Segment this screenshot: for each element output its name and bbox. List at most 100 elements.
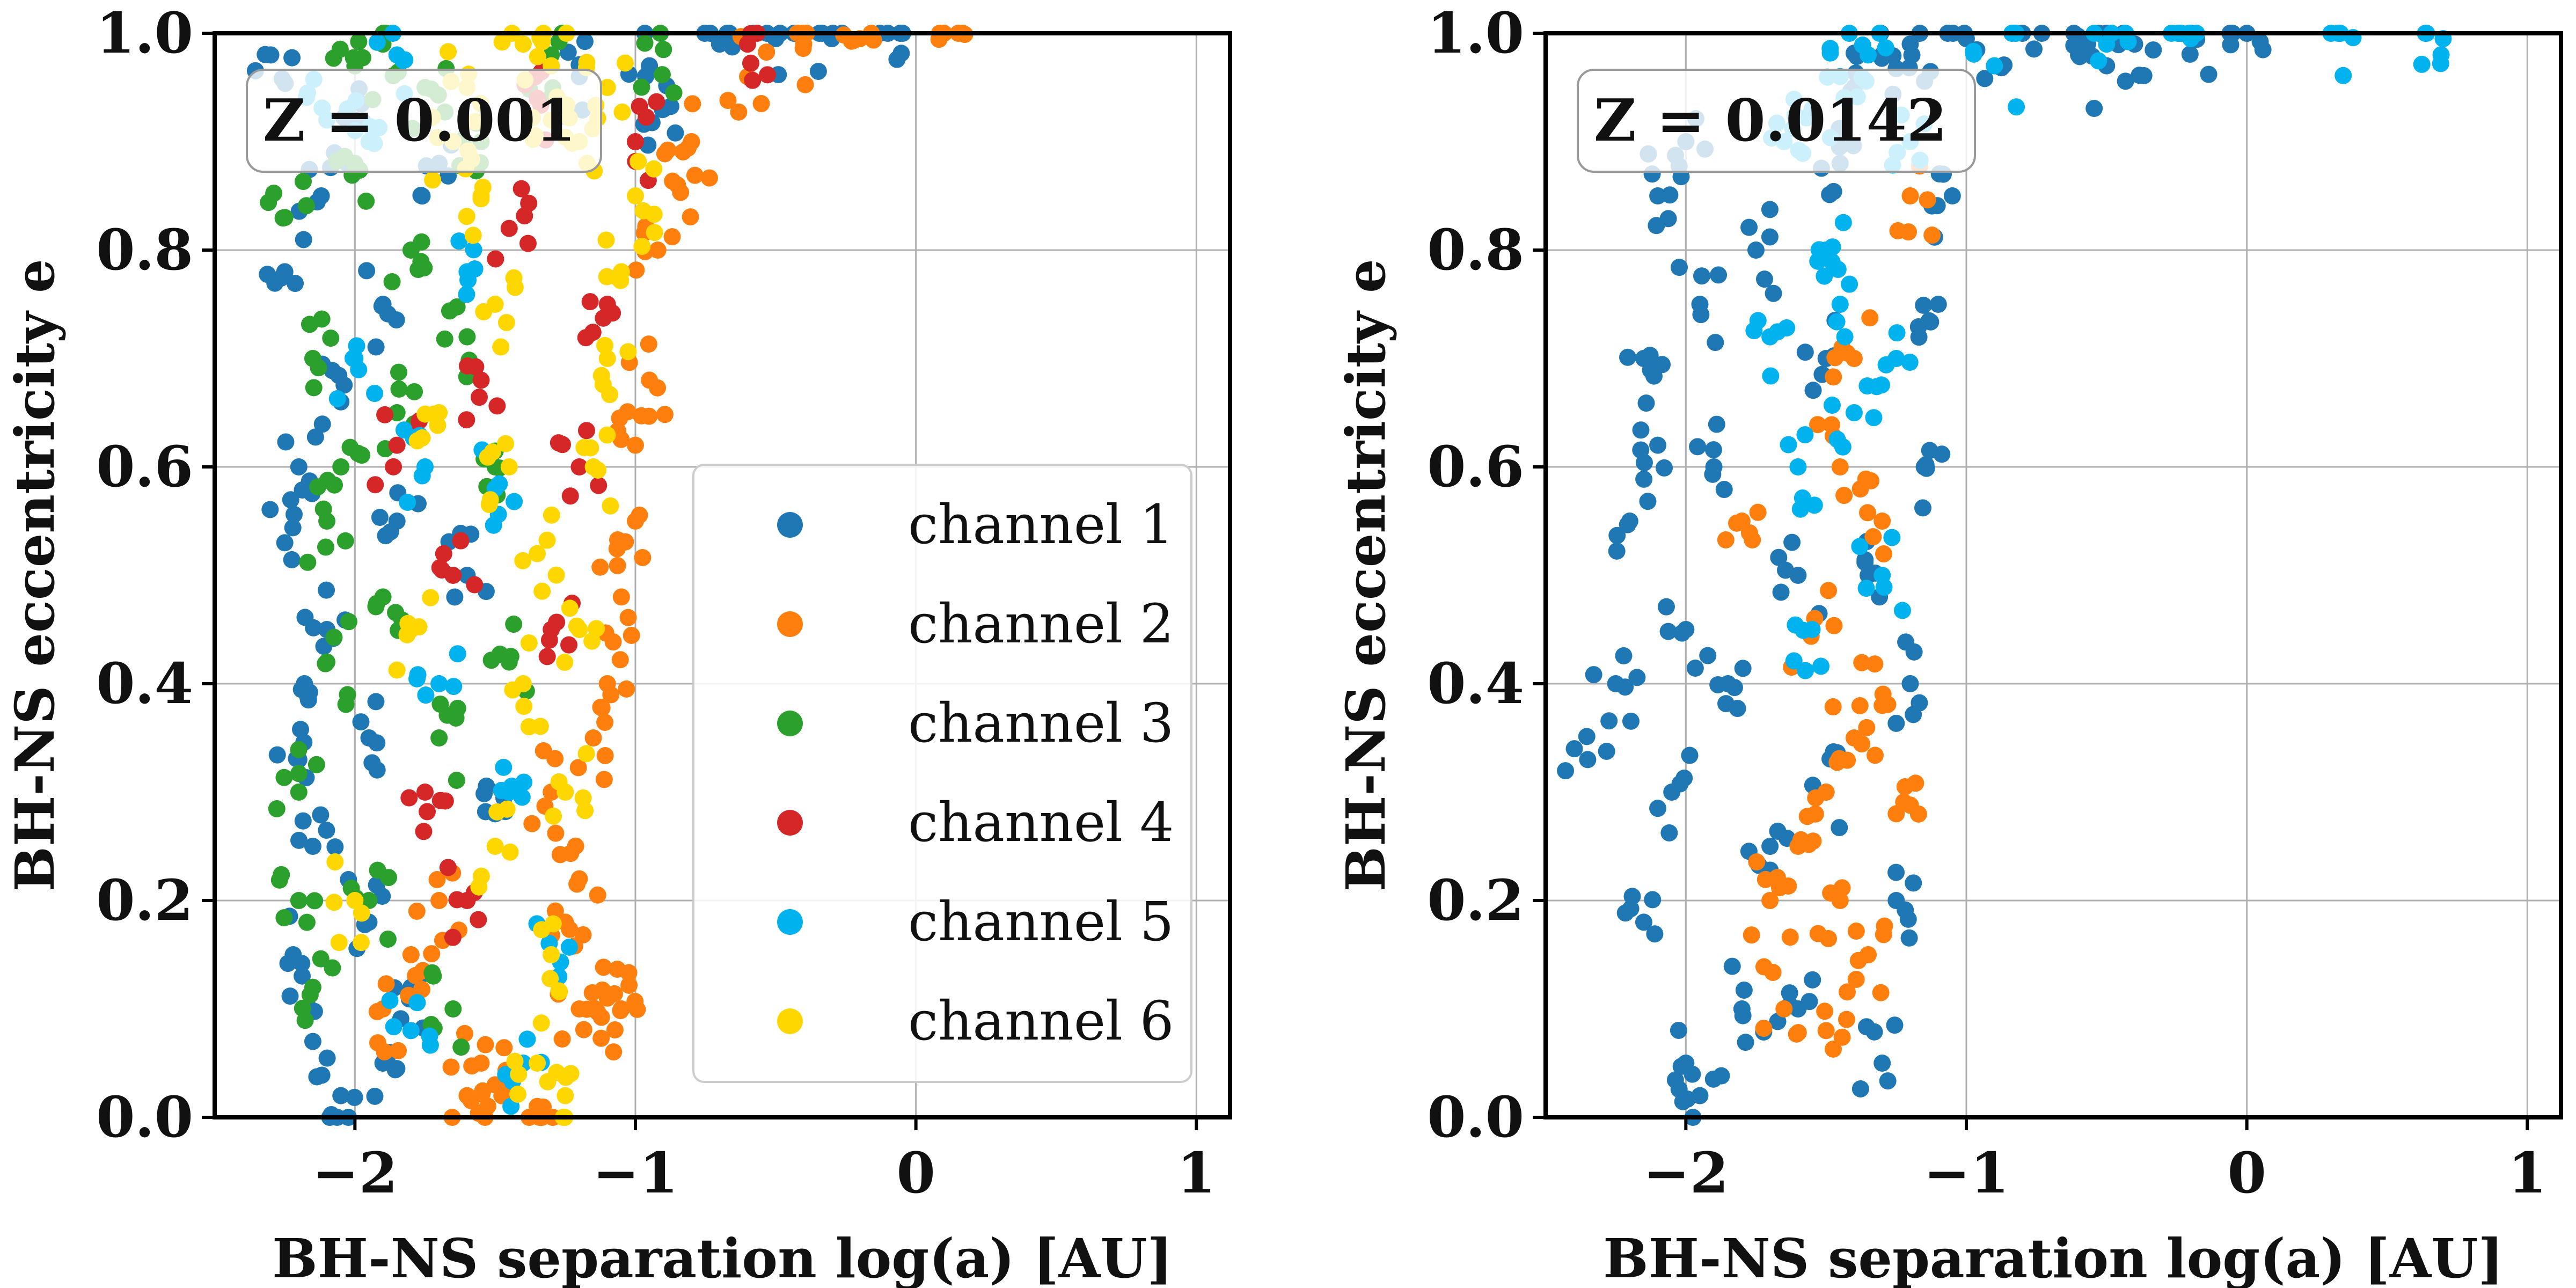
data-point [385,458,402,475]
data-point [444,1000,462,1018]
data-point [1807,789,1825,807]
legend-label: channel 1 [908,493,1174,556]
series-channel-2 [1717,157,1941,1058]
data-point [595,309,612,327]
data-point [1849,952,1867,969]
data-point [533,33,551,50]
y-tick-label: 1.0 [96,0,193,66]
data-point [1876,917,1893,935]
legend-marker [777,611,803,637]
x-tick-label: −2 [1643,1140,1729,1206]
data-point [543,946,560,963]
data-point [290,741,308,758]
data-point [1671,259,1688,276]
data-point [1600,712,1618,730]
data-point [667,124,684,142]
data-point [261,501,279,518]
data-point [440,43,457,61]
data-point [1839,751,1856,769]
data-point [422,589,440,606]
data-point [1896,778,1914,796]
data-point [276,534,294,552]
data-point [1899,910,1917,928]
data-point [1834,438,1851,456]
data-point [1877,356,1895,374]
data-point [399,493,416,511]
data-point [1713,1067,1730,1085]
data-point [402,946,420,963]
data-point [1755,958,1773,976]
data-point [1887,714,1905,732]
data-point [2085,100,2103,118]
data-point [561,920,579,938]
data-point [1911,694,1928,712]
data-point [1775,1000,1793,1018]
data-point [1781,984,1798,1002]
data-point [2117,72,2134,90]
data-point [611,409,628,427]
data-point [619,609,637,626]
data-point [568,875,586,893]
data-point [1866,655,1884,673]
x-tick-label: −1 [1923,1140,2009,1206]
data-point [312,806,330,824]
data-point [656,406,674,423]
data-point [1639,493,1657,510]
data-point [1707,334,1724,352]
data-point [605,1043,623,1061]
data-point [466,576,484,594]
data-point [591,558,609,576]
data-point [1565,740,1583,758]
data-point [560,938,578,956]
data-point [1903,46,1921,64]
data-point [752,95,770,113]
data-point [408,994,426,1012]
data-point [865,31,882,49]
data-point [1865,409,1883,427]
data-point [1828,313,1846,331]
data-point [1817,1022,1835,1040]
data-point [598,426,616,444]
data-point [326,838,344,856]
data-point [1785,652,1803,670]
y-tick-label: 0.8 [1427,217,1524,283]
data-point [1641,347,1659,364]
data-point [413,980,430,998]
data-point [597,231,615,249]
data-point [646,224,663,241]
data-point [2090,52,2107,70]
x-tick-label: 1 [2508,1140,2546,1206]
data-point [590,477,608,494]
data-point [1770,879,1788,897]
data-point [515,698,533,715]
plot-frame [213,31,1232,1119]
data-point [408,902,426,920]
data-point [1740,218,1758,236]
data-point [1853,735,1871,753]
data-point [513,180,530,197]
data-point [265,185,283,202]
data-point [576,33,594,50]
series-channel-3 [260,25,683,1056]
data-point [843,32,860,50]
data-point [1816,1002,1834,1020]
data-point [1661,186,1679,204]
data-point [293,955,311,972]
data-point [730,103,748,121]
data-point [562,1065,580,1082]
data-point [1812,657,1830,675]
data-point [509,1085,526,1103]
data-point [1783,533,1801,551]
data-point [1715,481,1733,499]
data-point [665,84,683,101]
data-point [529,545,546,562]
data-point [285,506,303,523]
data-point [598,79,616,96]
data-point [631,506,648,524]
data-point [1888,324,1906,342]
data-point [1918,459,1935,477]
data-point [407,967,425,984]
data-point [357,192,375,210]
data-point [350,33,368,50]
data-point [290,458,308,475]
